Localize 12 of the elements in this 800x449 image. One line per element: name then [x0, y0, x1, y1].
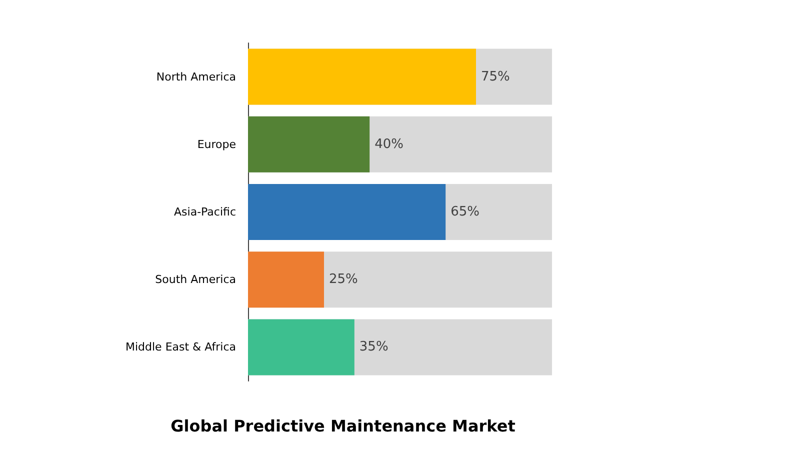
- y-tick-label: Europe: [197, 138, 236, 151]
- y-tick-label: South America: [155, 273, 236, 286]
- data-label: 25%: [329, 272, 358, 288]
- data-label: 75%: [481, 69, 510, 84]
- data-label: 40%: [374, 136, 404, 152]
- data-label: 65%: [450, 204, 480, 220]
- text: Global Predictive Maintenance Market: [170, 416, 516, 436]
- data-label: 35%: [359, 340, 388, 355]
- y-tick-label: Asia-Pacific: [174, 206, 236, 218]
- y-tick-label: Middle East & Africa: [125, 340, 236, 354]
- bar: [248, 252, 324, 308]
- y-tick-label: North America: [156, 70, 236, 84]
